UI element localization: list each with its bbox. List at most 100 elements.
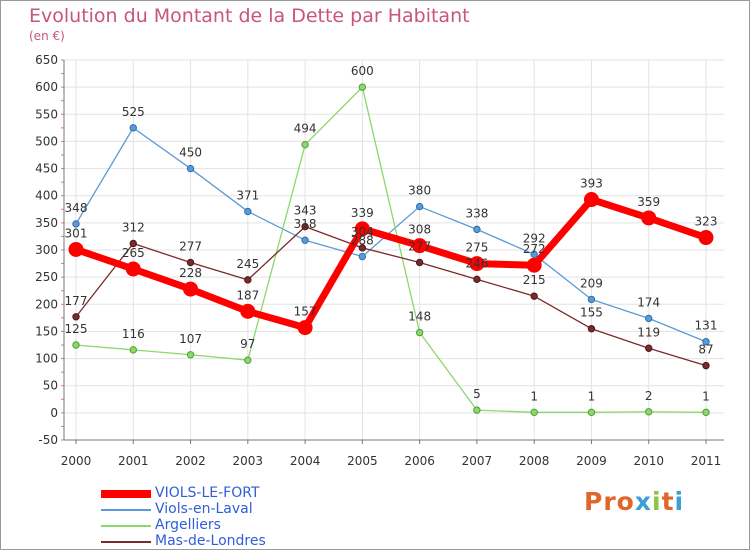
data-point: [68, 241, 84, 257]
y-tick-label: 600: [35, 80, 58, 94]
x-tick-label: 2000: [61, 454, 92, 468]
data-point: [645, 408, 653, 416]
data-label: 2: [645, 389, 653, 403]
y-tick-label: 200: [35, 297, 58, 311]
y-tick-label: 350: [35, 216, 58, 230]
data-point: [473, 225, 481, 234]
data-point: [358, 83, 367, 91]
data-point: [415, 328, 424, 337]
proxiti-logo: Proxiti: [584, 487, 684, 516]
data-point: [129, 124, 137, 132]
data-label: 131: [695, 319, 718, 333]
data-label: 246: [465, 256, 488, 270]
data-label: 119: [637, 325, 660, 339]
data-label: 371: [236, 188, 259, 202]
x-tick-label: 2001: [118, 454, 149, 468]
legend-item: Mas-de-Londres: [101, 533, 361, 549]
legend-swatch: [101, 541, 151, 543]
y-tick-label: 100: [35, 352, 58, 366]
data-label: 265: [122, 246, 145, 260]
data-point: [641, 210, 657, 226]
x-tick-label: 2005: [347, 454, 378, 468]
x-tick-label: 2004: [290, 454, 321, 468]
data-point: [358, 244, 367, 252]
data-label: 308: [408, 223, 431, 237]
chart-title: Evolution du Montant de la Dette par Hab…: [29, 5, 470, 27]
data-label: 494: [294, 122, 317, 136]
data-point: [129, 239, 137, 248]
data-point: [645, 344, 653, 352]
data-point: [354, 221, 370, 237]
data-label: 277: [408, 239, 431, 253]
logo-letter: r: [603, 487, 617, 516]
data-label: 148: [408, 310, 431, 324]
data-label: 125: [65, 322, 88, 336]
data-point: [473, 406, 481, 414]
data-point: [244, 356, 252, 364]
data-label: 187: [236, 288, 259, 302]
data-point: [530, 292, 538, 300]
data-label: 228: [179, 266, 202, 280]
legend-item: Viols-en-Laval: [101, 501, 361, 518]
data-label: 359: [637, 195, 660, 209]
legend-swatch: [101, 525, 151, 527]
data-point: [530, 250, 538, 259]
data-point: [240, 303, 256, 319]
data-point: [301, 236, 309, 244]
logo-letter: i: [652, 487, 662, 516]
data-label: 174: [637, 295, 660, 309]
chart-legend: VIOLS-LE-FORT Viols-en-Laval Argelliers Mas…: [101, 485, 361, 549]
data-point: [587, 325, 596, 333]
data-label: 215: [523, 273, 546, 287]
data-point: [702, 361, 710, 370]
data-point: [645, 314, 653, 323]
data-label: 312: [122, 220, 145, 234]
x-tick-label: 2006: [404, 454, 435, 468]
data-point: [412, 238, 428, 254]
data-point: [125, 261, 141, 277]
y-tick-label: 450: [35, 162, 58, 176]
series-line-viols-en-laval: [75, 127, 707, 343]
data-label: 107: [179, 332, 202, 346]
y-tick-label: 0: [50, 406, 58, 420]
legend-label: Viols-en-Laval: [155, 501, 253, 517]
data-label: 393: [580, 177, 603, 191]
data-point: [526, 257, 542, 273]
data-label: 318: [294, 217, 317, 231]
x-tick-label: 2007: [462, 454, 493, 468]
x-tick-label: 2009: [576, 454, 607, 468]
data-label: 600: [351, 64, 374, 78]
logo-letter: x: [634, 487, 652, 516]
legend-swatch: [101, 490, 151, 498]
series-line-viols-le-fort: [74, 196, 708, 332]
legend-swatch: [101, 509, 151, 511]
data-label: 339: [351, 206, 374, 220]
x-tick-label: 2010: [633, 454, 664, 468]
data-point: [186, 351, 195, 359]
y-tick-label: 400: [35, 189, 58, 203]
logo-letter: t: [661, 487, 675, 516]
data-point: [72, 341, 80, 349]
data-point: [244, 207, 252, 216]
x-tick-label: 2008: [519, 454, 550, 468]
data-point: [415, 258, 424, 267]
data-label: 380: [408, 184, 431, 198]
logo-letter: i: [674, 487, 685, 516]
data-label: 450: [179, 146, 202, 160]
y-tick-label: 50: [43, 379, 58, 393]
y-tick-label: 550: [35, 107, 58, 121]
series-line-mas-de-londres: [75, 226, 707, 367]
data-point: [587, 295, 596, 304]
logo-letter: o: [616, 487, 635, 516]
y-tick-label: -50: [38, 433, 58, 447]
data-label: 277: [179, 239, 202, 253]
data-label: 209: [580, 276, 603, 290]
data-point: [415, 202, 424, 211]
x-tick-label: 2003: [233, 454, 264, 468]
data-label: 304: [351, 225, 374, 239]
chart-subtitle: (en €): [29, 29, 65, 43]
x-tick-label: 2002: [175, 454, 206, 468]
logo-letter: P: [584, 487, 604, 516]
data-label: 275: [465, 241, 488, 255]
data-label: 177: [65, 294, 88, 308]
